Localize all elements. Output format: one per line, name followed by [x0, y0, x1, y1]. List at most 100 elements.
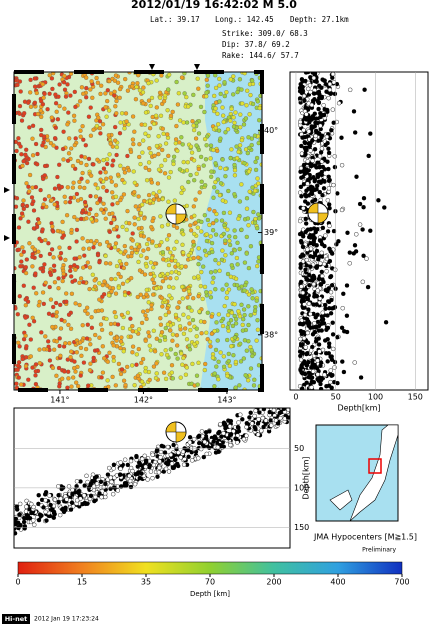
hypocenter — [23, 270, 29, 276]
hypocenter — [29, 501, 34, 507]
hypocenter — [33, 141, 39, 147]
hypocenter — [221, 431, 226, 436]
hypocenter — [362, 87, 367, 92]
hypocenter — [38, 187, 43, 193]
hypocenter — [194, 171, 199, 176]
hypocenter — [107, 229, 112, 235]
hypocenter — [169, 363, 175, 368]
hypocenter — [41, 505, 46, 510]
hypocenter — [298, 184, 304, 190]
hypocenter — [122, 126, 127, 131]
hypocenter — [162, 157, 168, 163]
hypocenter — [130, 137, 136, 142]
hypocenter — [82, 185, 87, 191]
hypocenter — [240, 417, 245, 422]
hypocenter — [209, 314, 214, 319]
hypocenter — [57, 82, 62, 87]
hypocenter — [94, 481, 100, 486]
hypocenter — [316, 276, 322, 282]
hypocenter — [223, 174, 228, 179]
hypocenter — [306, 86, 311, 92]
hypocenter — [274, 404, 278, 408]
hypocenter — [79, 353, 84, 358]
hypocenter — [87, 368, 93, 373]
hypocenter — [40, 143, 45, 148]
hypocenter — [318, 261, 323, 266]
hypocenter — [188, 172, 193, 178]
hypocenter — [165, 108, 170, 113]
hypocenter — [224, 282, 229, 287]
hypocenter — [168, 169, 173, 175]
hypocenter — [67, 341, 72, 346]
hypocenter — [275, 421, 281, 426]
hypocenter — [241, 122, 247, 127]
hypocenter — [191, 158, 197, 163]
hypocenter — [113, 241, 119, 246]
hypocenter — [314, 79, 319, 85]
hypocenter — [30, 264, 35, 269]
hypocenter — [118, 250, 123, 255]
hypocenter — [321, 186, 327, 191]
hypocenter — [248, 92, 253, 98]
hypocenter — [84, 75, 89, 80]
hypocenter — [113, 314, 119, 320]
hypocenter — [320, 310, 325, 315]
hypocenter — [151, 121, 157, 127]
hypocenter — [361, 253, 366, 259]
hypocenter — [173, 351, 178, 357]
hypocenter — [224, 290, 230, 295]
hypocenter — [93, 182, 98, 187]
hypocenter — [313, 133, 318, 139]
hypocenter — [205, 310, 210, 315]
hypocenter — [220, 248, 225, 253]
hypocenter — [95, 157, 100, 162]
hypocenter — [111, 358, 116, 363]
hypocenter — [321, 103, 326, 108]
hypocenter — [198, 104, 204, 110]
hypocenter — [60, 278, 65, 284]
hypocenter — [299, 365, 304, 370]
hypocenter — [317, 164, 322, 170]
hypocenter — [122, 243, 127, 249]
hypocenter — [166, 458, 171, 464]
hypocenter — [74, 498, 80, 503]
hypocenter — [146, 246, 151, 252]
hypocenter — [163, 276, 168, 281]
hypocenter — [108, 331, 114, 336]
hypocenter — [180, 296, 185, 301]
hypocenter — [115, 172, 121, 177]
hypocenter — [37, 347, 42, 352]
hypocenter — [154, 447, 160, 452]
badge-bg — [2, 614, 30, 624]
hypocenter — [74, 227, 80, 233]
hypocenter — [150, 239, 155, 244]
hypocenter — [105, 359, 110, 364]
hypocenter — [212, 209, 217, 214]
hypocenter — [244, 251, 249, 256]
hypocenter — [175, 262, 181, 267]
hypocenter — [347, 261, 352, 266]
hypocenter — [68, 507, 74, 512]
hypocenter — [63, 341, 68, 346]
hypocenter — [164, 352, 170, 358]
hypocenter — [24, 181, 29, 186]
hypocenter — [214, 364, 219, 369]
hypocenter — [213, 179, 218, 185]
hypocenter — [316, 328, 322, 333]
hypocenter — [317, 189, 322, 195]
hypocenter — [246, 265, 252, 271]
hypocenter — [244, 348, 249, 353]
hypocenter — [134, 352, 139, 357]
hypocenter — [298, 336, 303, 342]
hypocenter — [313, 197, 318, 203]
hypocenter — [119, 312, 125, 318]
hypocenter — [248, 313, 253, 318]
hypocenter — [341, 369, 347, 375]
hypocenter — [340, 306, 345, 311]
hypocenter — [191, 239, 196, 244]
hypocenter — [252, 413, 257, 419]
hypocenter — [80, 170, 85, 176]
hypocenter — [204, 451, 209, 457]
hypocenter — [128, 334, 133, 339]
hypocenter — [324, 134, 330, 140]
